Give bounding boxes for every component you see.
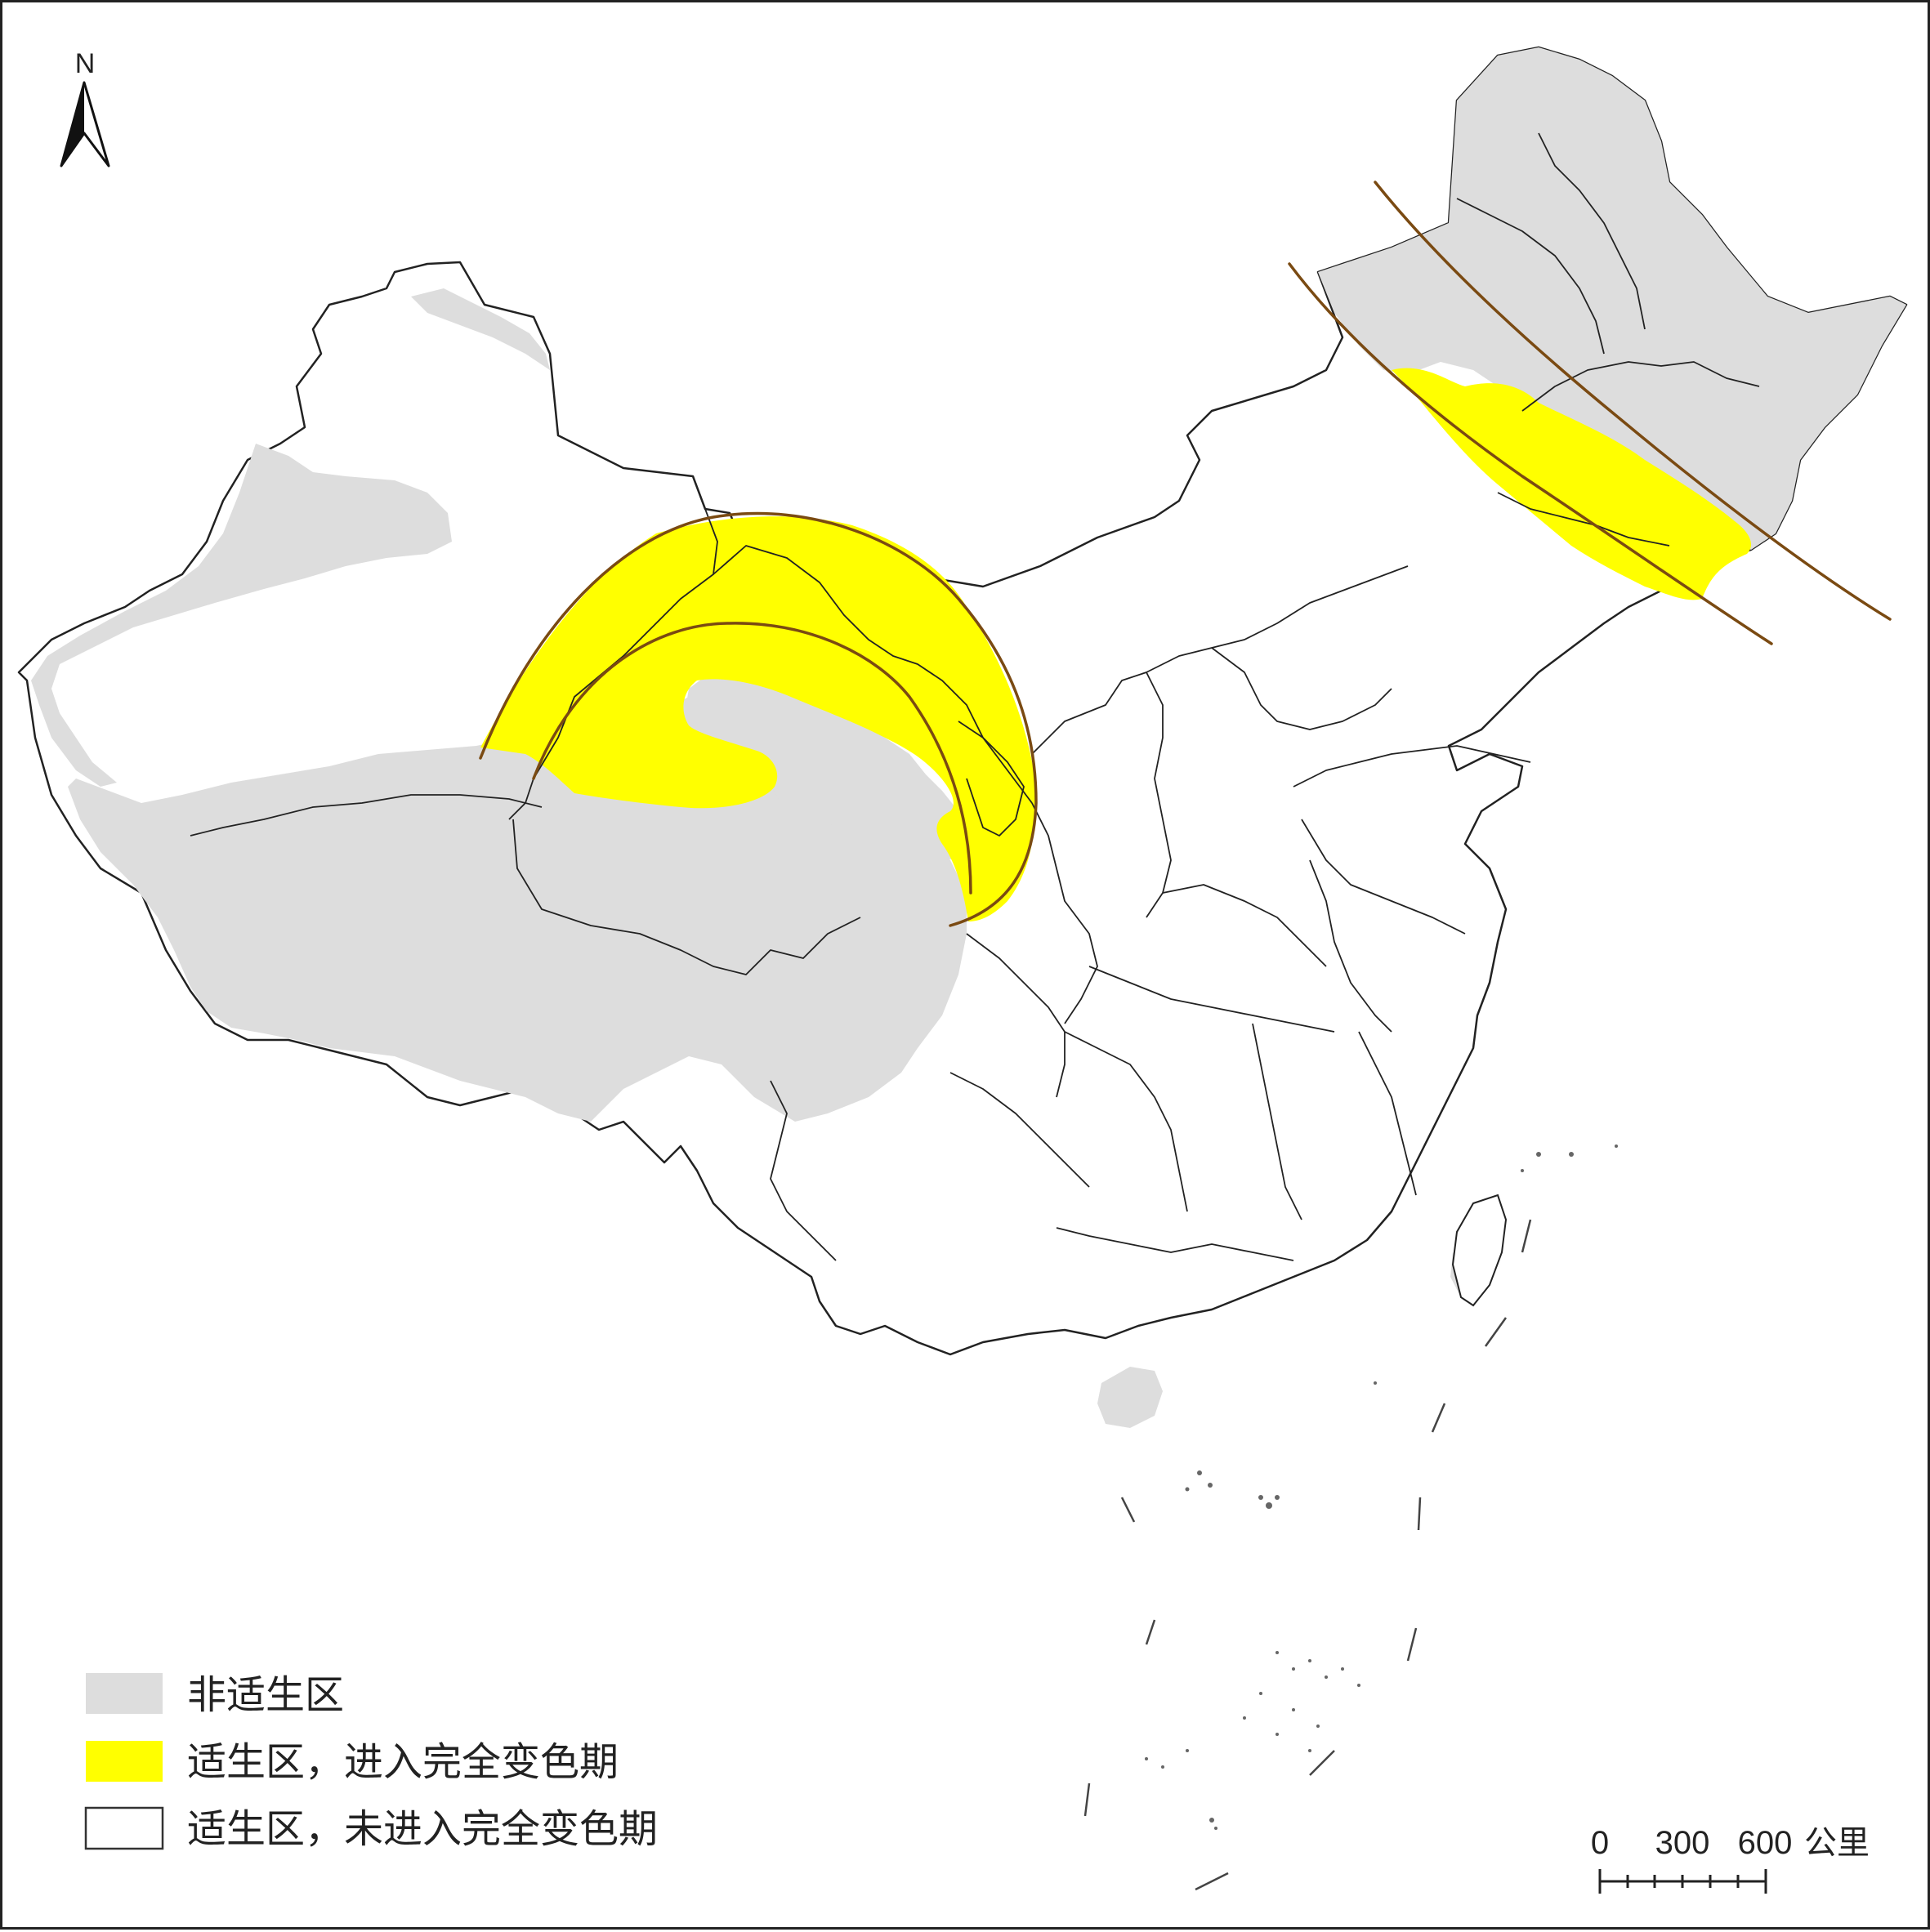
nine-dash-line-5 [1406,1627,1418,1662]
legend-swatch-full-color-change [86,1741,163,1782]
boundary-shaanxi [1031,802,1098,1024]
boundary-sichuan-chongqing [966,933,1066,1098]
south-china-sea [1083,1219,1532,1891]
legend-swatch-not-full-color-change [84,1806,164,1850]
nine-dash-line-8 [1083,1783,1091,1817]
province-boundaries [190,132,1760,1261]
scale-label-600: 600 [1738,1825,1793,1861]
boundary-guangxi-guangdong [1056,1227,1294,1261]
boundary-guizhou [949,1072,1090,1188]
boundary-jilin-liaoning [1497,492,1670,547]
boundary-anhui [1309,859,1392,1033]
boundary-jiangsu [1301,819,1466,935]
scale-label-0: 0 [1591,1825,1609,1861]
boundary-yunnan [770,1080,837,1261]
boundary-hunan [1064,1031,1188,1212]
boundary-henan [1162,884,1327,967]
nine-dash-line-6 [1309,1750,1335,1776]
transition-arcs [479,181,1892,927]
boundary-inner-mongolia-ne [1456,198,1605,355]
scale-bar: 0 300 600 公里 [1591,1825,1870,1894]
north-label: N [75,48,96,79]
non-suitable-xinjiang-west [31,444,452,787]
nine-dash-line-9 [1145,1619,1156,1645]
nine-dash-line-4 [1417,1497,1422,1531]
legend-swatch-non-suitable [86,1673,163,1714]
boundary-heilongjiang-west [1538,132,1646,330]
boundary-xinjiang-tibet [190,794,543,837]
scale-label-300: 300 [1655,1825,1710,1861]
nine-dash-line-10 [1120,1497,1136,1523]
south-china-sea-islands [1145,1144,1618,1830]
boundary-qinghai-tibet [512,819,861,975]
yellow-zone-northeast [1392,368,1751,600]
boundary-shanxi [1146,672,1172,918]
arc-northeast-2 [1374,181,1892,621]
boundary-hubei [1088,966,1335,1033]
non-suitable-northeast [1318,47,1906,550]
legend-label-non-suitable: 非适生区 [187,1674,344,1717]
arc-inner-northwest [532,622,972,895]
boundary-zhejiang-fujian [1358,1031,1417,1196]
boundary-heilongjiang-jilin [1521,361,1760,412]
full-color-change-areas [480,368,1751,921]
nine-dash-line-7 [1195,1872,1229,1891]
non-suitable-hainan [1097,1367,1163,1428]
boundary-shandong [1293,745,1531,788]
legend-label-not-full-color-change: 适生区，未进入完全变色期 [187,1808,658,1851]
boundary-ningxia [958,721,1025,837]
boundary-jiangxi [1252,1023,1302,1220]
yellow-zone-northwest [480,516,1036,921]
north-arrow: N [60,48,110,167]
north-arrow-left-fill [61,83,84,166]
nine-dash-line-1 [1521,1219,1532,1253]
nine-dash-line-3 [1431,1403,1446,1433]
legend-label-full-color-change: 适生区，进入完全变色期 [187,1741,619,1784]
taiwan-island [1451,1194,1508,1307]
boundary-hebei [1211,647,1392,730]
scale-unit: 公里 [1804,1825,1870,1861]
non-suitable-qaidam [685,674,967,860]
legend: 非适生区 适生区，进入完全变色期 适生区，未进入完全变色期 [84,1673,658,1851]
boundary-xinjiang-east [508,508,718,820]
scale-bar-line [1598,1869,1767,1894]
arc-outer-northwest [479,511,1038,927]
non-suitable-altai [411,288,550,370]
nine-dash-line-2 [1484,1317,1508,1347]
arc-northeast-1 [1288,262,1773,645]
